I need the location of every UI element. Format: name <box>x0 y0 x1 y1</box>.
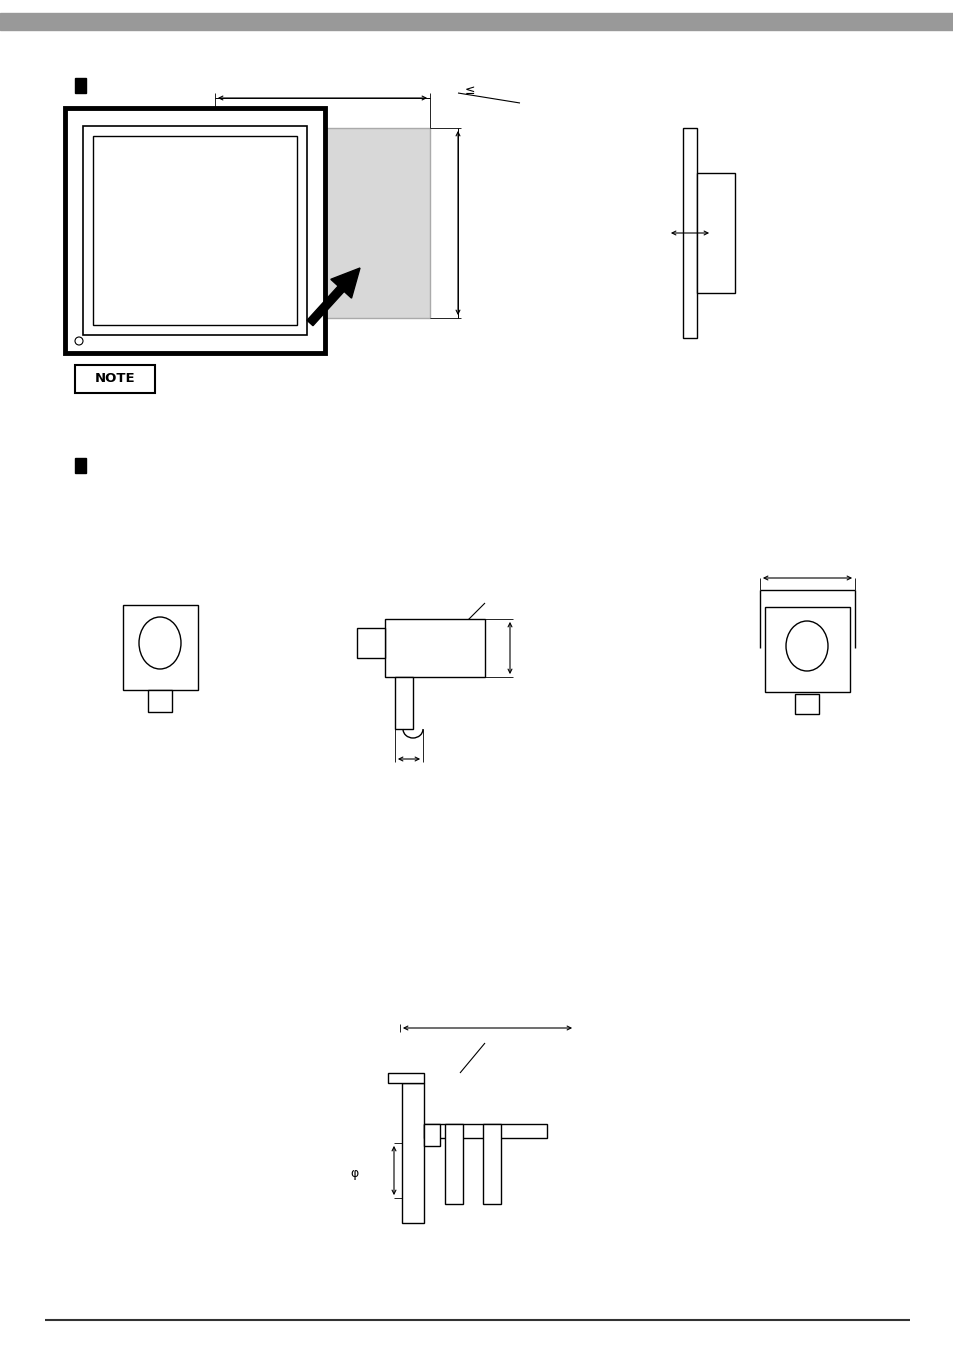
Text: NOTE: NOTE <box>94 372 135 386</box>
Ellipse shape <box>139 617 181 669</box>
Text: φ: φ <box>351 1166 358 1180</box>
Bar <box>388 1073 423 1082</box>
Bar <box>65 108 325 353</box>
Bar <box>764 607 849 692</box>
Bar <box>401 1082 423 1223</box>
Bar <box>794 694 818 714</box>
Bar <box>148 690 172 712</box>
Bar <box>385 619 484 677</box>
Bar <box>482 1124 500 1204</box>
Bar <box>423 1124 546 1138</box>
Polygon shape <box>331 268 359 298</box>
Bar <box>75 78 86 93</box>
Bar <box>214 128 430 318</box>
Bar <box>682 128 697 338</box>
Polygon shape <box>307 286 344 326</box>
Bar <box>83 125 307 336</box>
Bar <box>444 1124 462 1204</box>
Bar <box>423 1124 439 1146</box>
Text: ≤: ≤ <box>464 84 475 97</box>
Bar <box>395 677 413 729</box>
Bar <box>92 136 296 325</box>
Ellipse shape <box>785 621 827 671</box>
Bar <box>75 458 86 473</box>
Bar <box>356 628 385 658</box>
Bar <box>697 173 734 293</box>
Bar <box>0 13 953 30</box>
Circle shape <box>75 337 83 345</box>
FancyBboxPatch shape <box>75 365 154 394</box>
Bar <box>123 605 198 690</box>
